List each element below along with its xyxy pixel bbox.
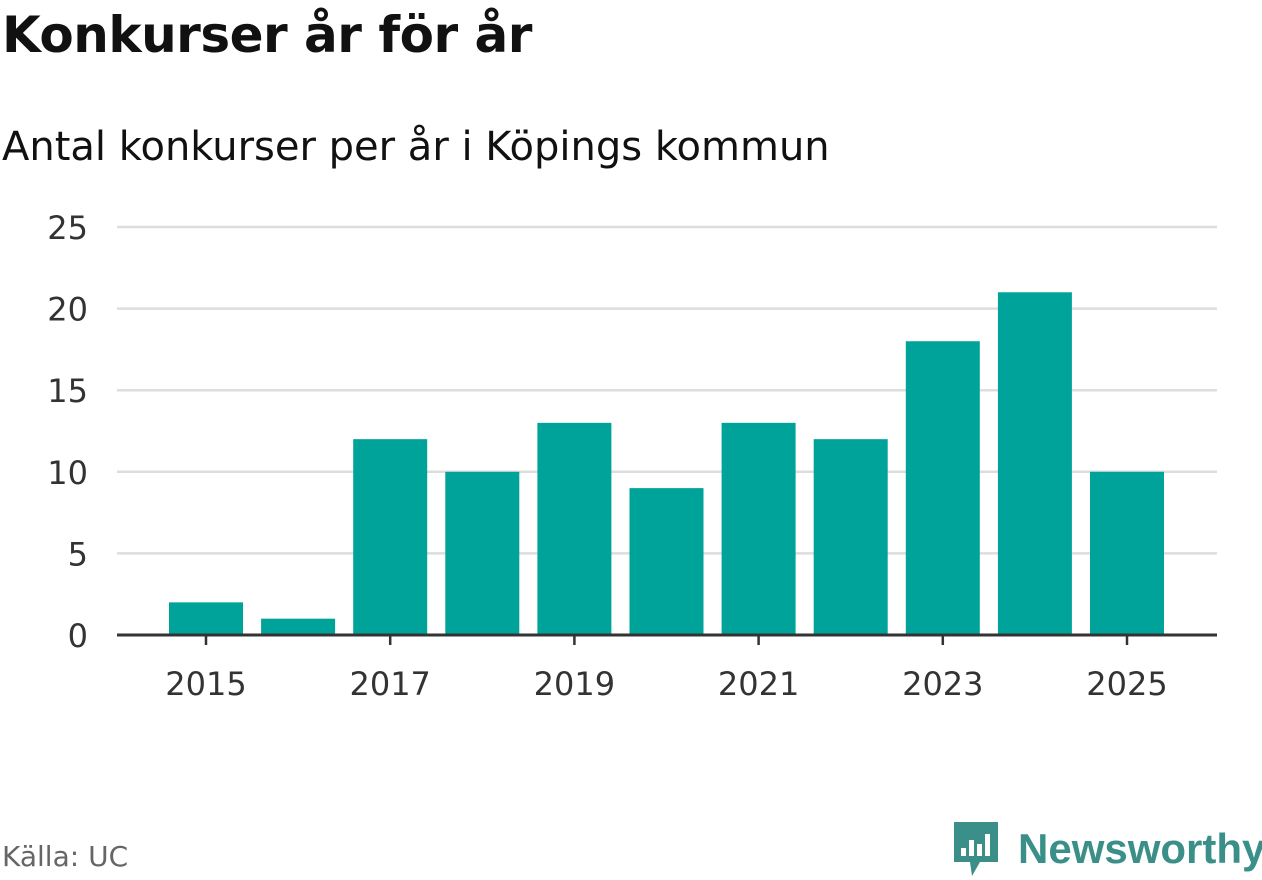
y-tick-label: 10: [47, 454, 88, 492]
brand-name: Newsworthy: [1018, 825, 1262, 872]
bar-2017: [353, 439, 428, 635]
brand-logo[interactable]: Newsworthy: [950, 818, 1262, 880]
y-tick-labels: 0 5 10 15 20 25: [47, 209, 88, 655]
chart-title: Konkurser år för år: [2, 6, 532, 64]
bar-2018: [445, 471, 520, 635]
bar-2024: [997, 292, 1072, 635]
x-tick-label: 2023: [902, 665, 983, 703]
y-tick-label: 5: [68, 535, 88, 573]
y-tick-label: 15: [47, 372, 88, 410]
bar-2025: [1090, 471, 1164, 635]
x-tick-label: 2017: [349, 665, 430, 703]
newsworthy-logo-icon: [954, 822, 998, 876]
x-tick-label: 2019: [534, 665, 615, 703]
y-tick-label: 0: [68, 617, 88, 655]
chart-subtitle: Antal konkurser per år i Köpings kommun: [2, 124, 830, 170]
x-tick-label: 2021: [718, 665, 799, 703]
bar-2021: [721, 422, 796, 635]
bar-2020: [629, 488, 704, 635]
bar-2016: [261, 618, 336, 635]
bar-2019: [537, 422, 612, 635]
x-tick-label: 2025: [1086, 665, 1167, 703]
bar-2023: [905, 341, 980, 635]
bar-2015: [169, 602, 243, 635]
source-note: Källa: UC: [2, 840, 129, 873]
x-axis: [117, 633, 1217, 645]
bars: [169, 292, 1164, 635]
x-tick-labels: 2015 2017 2019 2021 2023 2025: [165, 665, 1167, 703]
y-tick-label: 20: [47, 291, 88, 329]
x-tick-label: 2015: [165, 665, 246, 703]
y-tick-label: 25: [47, 209, 88, 247]
bar-2022: [813, 439, 888, 635]
